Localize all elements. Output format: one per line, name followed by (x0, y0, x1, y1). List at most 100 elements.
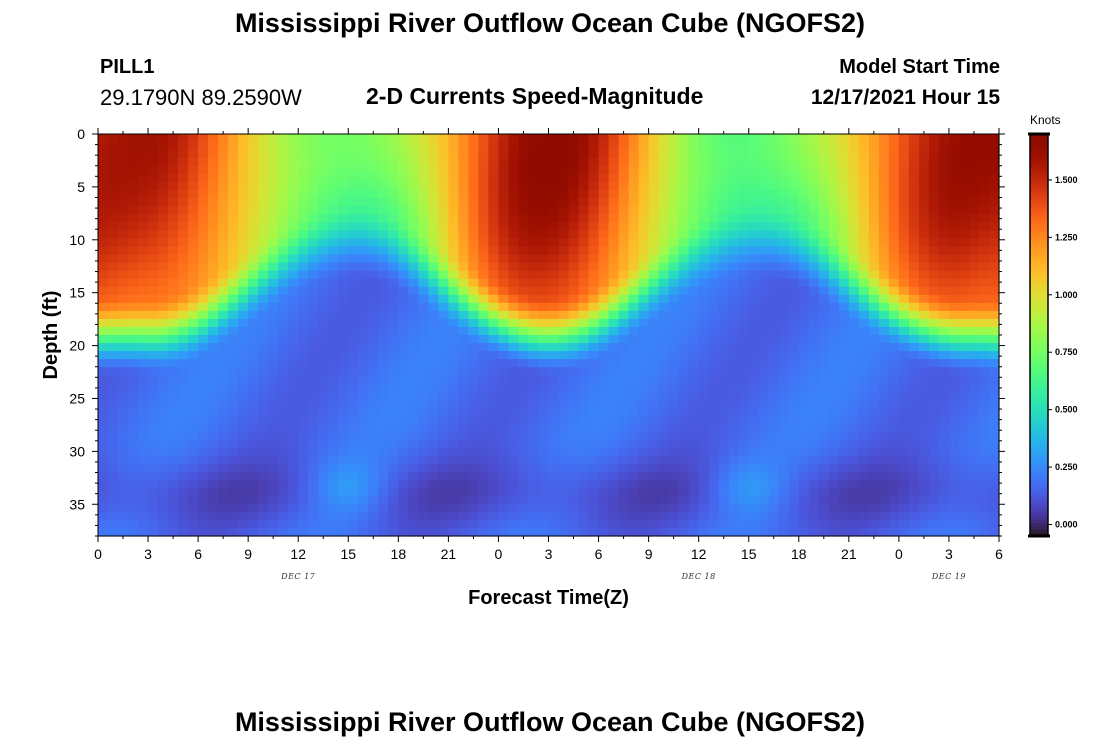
heatmap-cell (398, 174, 409, 183)
heatmap-cell (588, 286, 600, 296)
heatmap-cell (968, 367, 980, 376)
heatmap-cell (648, 310, 660, 320)
station-coordinates: 29.1790N 89.2590W (100, 85, 302, 110)
heatmap-cell (638, 158, 650, 167)
heatmap-cell (468, 310, 480, 320)
heatmap-cell (298, 222, 309, 232)
heatmap-cell (108, 278, 119, 288)
heatmap-cell (138, 463, 149, 473)
heatmap-cell (508, 214, 520, 224)
heatmap-cell (768, 230, 780, 240)
heatmap-cell (298, 166, 309, 175)
heatmap-cell (768, 527, 780, 537)
heatmap-cell (848, 375, 860, 384)
heatmap-cell (628, 367, 640, 376)
heatmap-cell (558, 391, 570, 400)
heatmap-cell (898, 351, 910, 360)
heatmap-cell (898, 367, 910, 376)
heatmap-cell (388, 359, 399, 368)
heatmap-cell (968, 246, 980, 256)
heatmap-cell (878, 495, 890, 505)
heatmap-cell (788, 270, 800, 280)
heatmap-cell (298, 174, 309, 183)
heatmap-cell (218, 134, 229, 143)
heatmap-cell (188, 391, 199, 400)
heatmap-cell (238, 511, 249, 521)
heatmap-cell (468, 302, 480, 312)
heatmap-cell (468, 479, 480, 489)
heatmap-cell (668, 455, 680, 465)
heatmap-cell (738, 150, 750, 159)
heatmap-cell (878, 511, 890, 521)
heatmap-cell (208, 447, 219, 457)
heatmap-cell (838, 270, 850, 280)
heatmap-cell (928, 479, 940, 489)
heatmap-cell (818, 511, 830, 521)
heatmap-cell (358, 166, 369, 175)
heatmap-cell (638, 455, 650, 465)
heatmap-cell (478, 206, 490, 215)
heatmap-cell (718, 519, 730, 529)
heatmap-cell (318, 270, 329, 280)
heatmap-cell (598, 222, 610, 232)
heatmap-cell (788, 423, 800, 433)
heatmap-cell (778, 318, 790, 328)
heatmap-cell (188, 134, 199, 143)
heatmap-cell (888, 262, 900, 272)
colorbar-swatch (1030, 432, 1048, 436)
heatmap-cell (418, 254, 429, 264)
heatmap-cell (748, 302, 760, 312)
heatmap-cell (758, 270, 770, 280)
heatmap-cell (118, 367, 129, 376)
heatmap-cell (298, 343, 309, 352)
heatmap-cell (848, 415, 860, 425)
heatmap-cell (748, 134, 760, 143)
heatmap-cell (178, 326, 189, 336)
heatmap-cell (348, 495, 359, 505)
heatmap-cell (178, 335, 189, 344)
heatmap-cell (178, 198, 189, 207)
heatmap-cell (708, 278, 720, 288)
heatmap-cell (118, 174, 129, 183)
heatmap-cell (318, 399, 329, 408)
heatmap-cell (328, 158, 339, 167)
heatmap-cell (558, 206, 570, 215)
heatmap-cell (218, 503, 229, 513)
heatmap-cell (358, 463, 369, 473)
heatmap-cell (908, 222, 920, 232)
colorbar-swatch (1030, 408, 1048, 413)
heatmap-cell (508, 198, 520, 207)
heatmap-cell (668, 246, 680, 256)
heatmap-cell (648, 367, 660, 376)
heatmap-cell (978, 431, 990, 441)
heatmap-cell (508, 286, 520, 296)
heatmap-cell (948, 407, 960, 416)
heatmap-cell (658, 326, 670, 336)
heatmap-cell (518, 270, 530, 280)
heatmap-cell (398, 230, 409, 240)
heatmap-cell (318, 463, 329, 473)
heatmap-cell (868, 359, 880, 368)
heatmap-cell (478, 463, 490, 473)
heatmap-cell (568, 407, 580, 416)
heatmap-cell (428, 302, 439, 312)
heatmap-cell (718, 190, 730, 199)
heatmap-cell (948, 294, 960, 304)
heatmap-cell (138, 214, 149, 224)
heatmap-cell (288, 206, 299, 215)
heatmap-cell (928, 351, 940, 360)
heatmap-cell (628, 439, 640, 449)
heatmap-cell (978, 439, 990, 449)
heatmap-cell (318, 375, 329, 384)
heatmap-cell (228, 455, 239, 465)
heatmap-cell (218, 238, 229, 248)
heatmap-cell (898, 302, 910, 312)
heatmap-cell (848, 182, 860, 191)
heatmap-cell (498, 463, 510, 473)
heatmap-cell (458, 375, 470, 384)
heatmap-cell (908, 471, 920, 481)
heatmap-cell (228, 503, 239, 513)
heatmap-cell (908, 158, 920, 167)
heatmap-cell (448, 423, 459, 433)
heatmap-cell (238, 455, 249, 465)
